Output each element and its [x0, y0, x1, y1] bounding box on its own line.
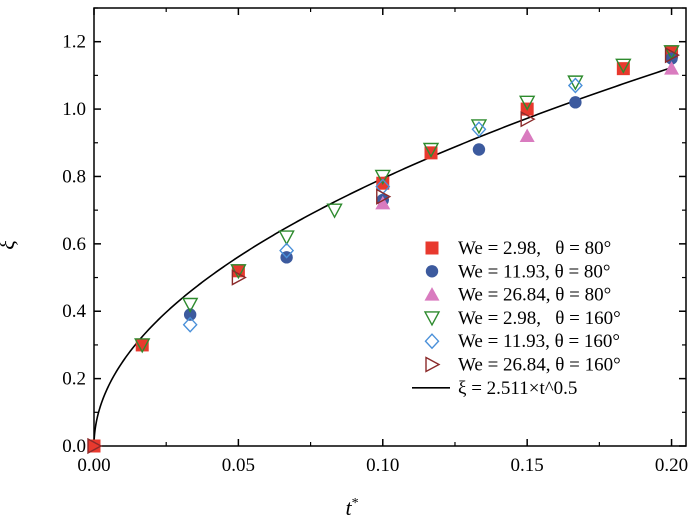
- legend: We = 2.98, θ = 80°We = 11.93, θ = 80° We …: [412, 238, 621, 399]
- series-6-point: [376, 188, 392, 205]
- series-4-point: [518, 95, 536, 111]
- series-5-point: [471, 121, 487, 138]
- legend-marker-2: [425, 265, 439, 278]
- series-3-point: [375, 195, 391, 210]
- legend-marker-5: [424, 333, 440, 350]
- legend-label-3: We = 26.84, θ = 80°: [458, 285, 611, 306]
- fit-curve: [93, 66, 672, 447]
- y-tick-label-3: 0.6: [62, 234, 86, 255]
- y-tick-label-6: 1.2: [62, 32, 86, 53]
- series-1-point: [87, 439, 101, 453]
- y-tick-label-2: 0.4: [62, 301, 86, 322]
- legend-label-4: We = 2.98, θ = 160°: [458, 308, 621, 329]
- legend-label-6: We = 26.84, θ = 160°: [458, 355, 621, 376]
- plot-frame: [93, 7, 687, 447]
- series-5-point: [182, 316, 198, 333]
- y-tick-label-5: 1.0: [62, 99, 86, 120]
- series-6-point: [520, 111, 536, 128]
- series-4-point: [278, 230, 295, 246]
- series-2-point: [183, 308, 197, 321]
- series-4-point: [615, 58, 632, 74]
- legend-label-5: We = 11.93, θ = 160°: [458, 331, 620, 352]
- x-tick-label-0: 0.00: [77, 455, 110, 476]
- legend-label-2: We = 11.93, θ = 80°: [458, 261, 611, 282]
- series-6-point: [87, 437, 103, 455]
- series-4-point: [134, 338, 151, 354]
- x-tick-label-3: 0.15: [511, 455, 544, 476]
- y-axis-label: ξ: [0, 240, 19, 250]
- fit-curve-group: [93, 66, 672, 447]
- legend-marker-1: [425, 241, 439, 255]
- data-points: [87, 45, 681, 455]
- x-tick-label-1: 0.05: [222, 455, 255, 476]
- x-tick-label-4: 0.20: [655, 455, 688, 476]
- series-4-point: [422, 142, 440, 158]
- series-6-point: [231, 269, 247, 286]
- series-5-point: [279, 242, 295, 259]
- series-3-point: [664, 61, 680, 75]
- series-6-point: [664, 46, 681, 64]
- series-1-point: [135, 338, 149, 352]
- y-tick-label-0: 0.0: [62, 436, 86, 457]
- legend-label-1: We = 2.98, θ = 80°: [458, 238, 611, 259]
- legend-marker-6: [425, 356, 441, 373]
- series-4-point: [181, 297, 199, 313]
- series-1-point: [231, 264, 245, 278]
- legend-marker-3: [424, 287, 440, 301]
- series-2-point: [569, 96, 582, 109]
- x-tick-label-2: 0.10: [366, 455, 399, 476]
- y-tick-label-1: 0.2: [62, 369, 86, 390]
- x-axis-label: t*: [345, 495, 358, 520]
- series-2-point: [472, 143, 486, 156]
- series-4-point: [374, 169, 391, 185]
- axes: 0.00 0.05 0.10 0.15 0.20 0.0 0.2 0.4 0.6 0.8 1.0 1.…: [62, 7, 688, 476]
- series-3-point: [519, 128, 535, 143]
- series-4-point: [326, 203, 343, 219]
- y-tick-label-4: 0.8: [62, 166, 86, 187]
- legend-marker-4: [423, 311, 441, 327]
- series-4-point: [663, 45, 680, 61]
- series-5-point: [567, 77, 583, 94]
- legend-fit-label: ξ = 2.511×t^0.5: [458, 378, 577, 399]
